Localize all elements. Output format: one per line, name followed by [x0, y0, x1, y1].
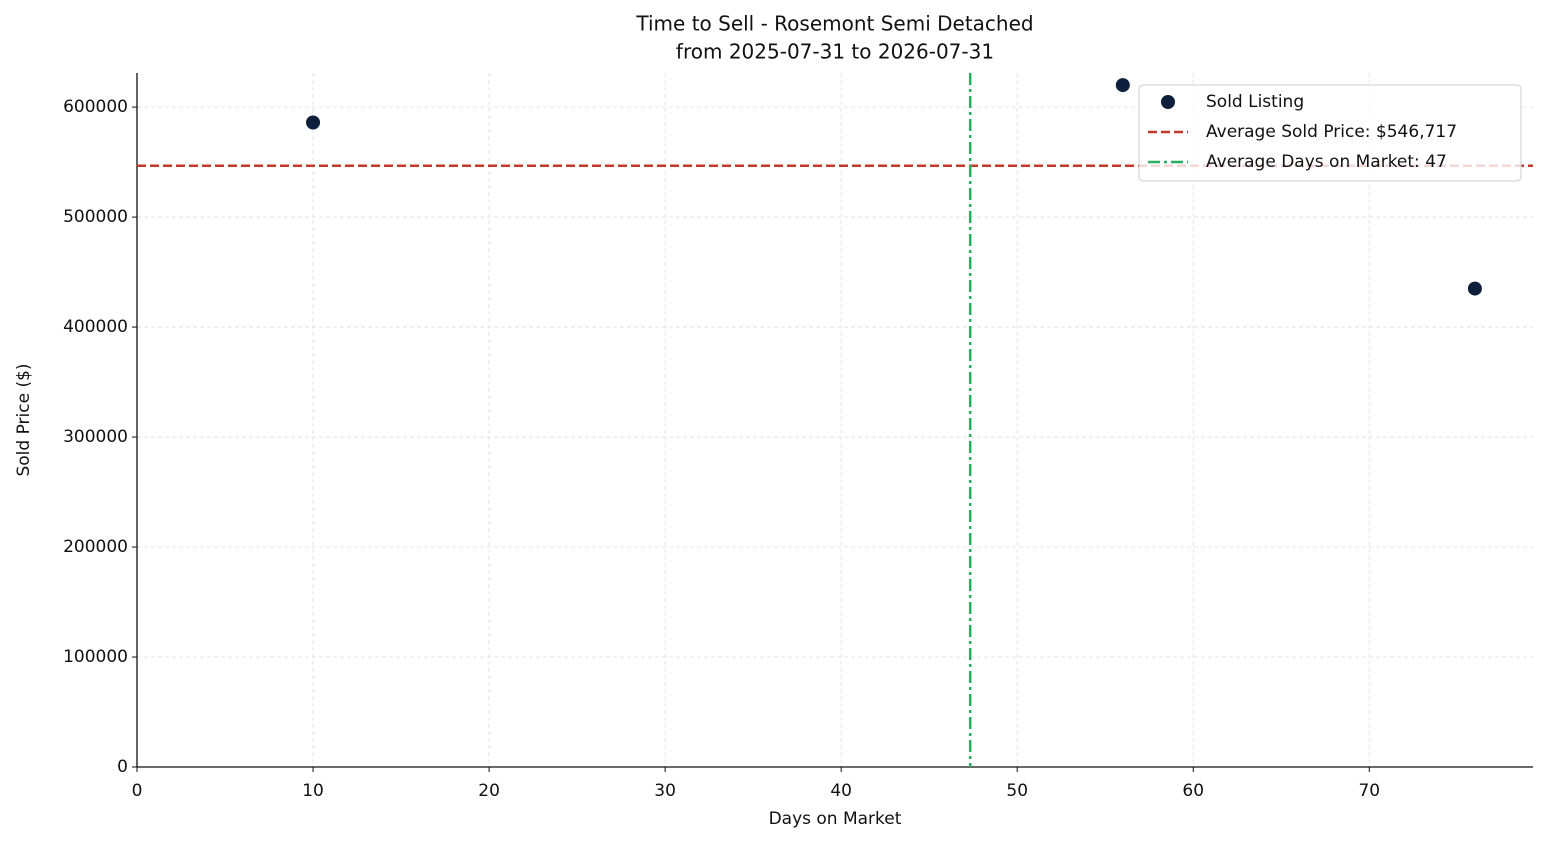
x-tick-label: 20	[478, 781, 500, 801]
x-axis-label: Days on Market	[769, 809, 902, 829]
data-point	[306, 115, 321, 130]
legend-label: Average Days on Market: 47	[1206, 152, 1447, 172]
data-point	[1115, 78, 1130, 93]
legend-label: Sold Listing	[1206, 92, 1304, 112]
x-tick-label: 10	[302, 781, 324, 801]
chart-subtitle: from 2025-07-31 to 2026-07-31	[676, 40, 994, 64]
y-tick-label: 500000	[63, 207, 128, 227]
x-tick-label: 0	[132, 781, 143, 801]
y-tick-label: 200000	[63, 537, 128, 557]
x-tick-label: 30	[654, 781, 676, 801]
y-tick-label: 100000	[63, 647, 128, 667]
y-tick-label: 0	[117, 757, 128, 777]
y-tick-label: 600000	[63, 97, 128, 117]
chart-title: Time to Sell - Rosemont Semi Detached	[635, 12, 1033, 36]
x-tick-label: 70	[1358, 781, 1380, 801]
x-tick-label: 50	[1006, 781, 1028, 801]
y-tick-label: 300000	[63, 427, 128, 447]
legend-box	[1138, 84, 1522, 182]
legend-marker	[1161, 95, 1175, 109]
y-tick-label: 400000	[63, 317, 128, 337]
x-tick-label: 40	[830, 781, 852, 801]
data-point	[1467, 281, 1482, 296]
y-axis-label: Sold Price ($)	[14, 363, 34, 476]
x-tick-label: 60	[1182, 781, 1204, 801]
legend-label: Average Sold Price: $546,717	[1206, 122, 1457, 142]
